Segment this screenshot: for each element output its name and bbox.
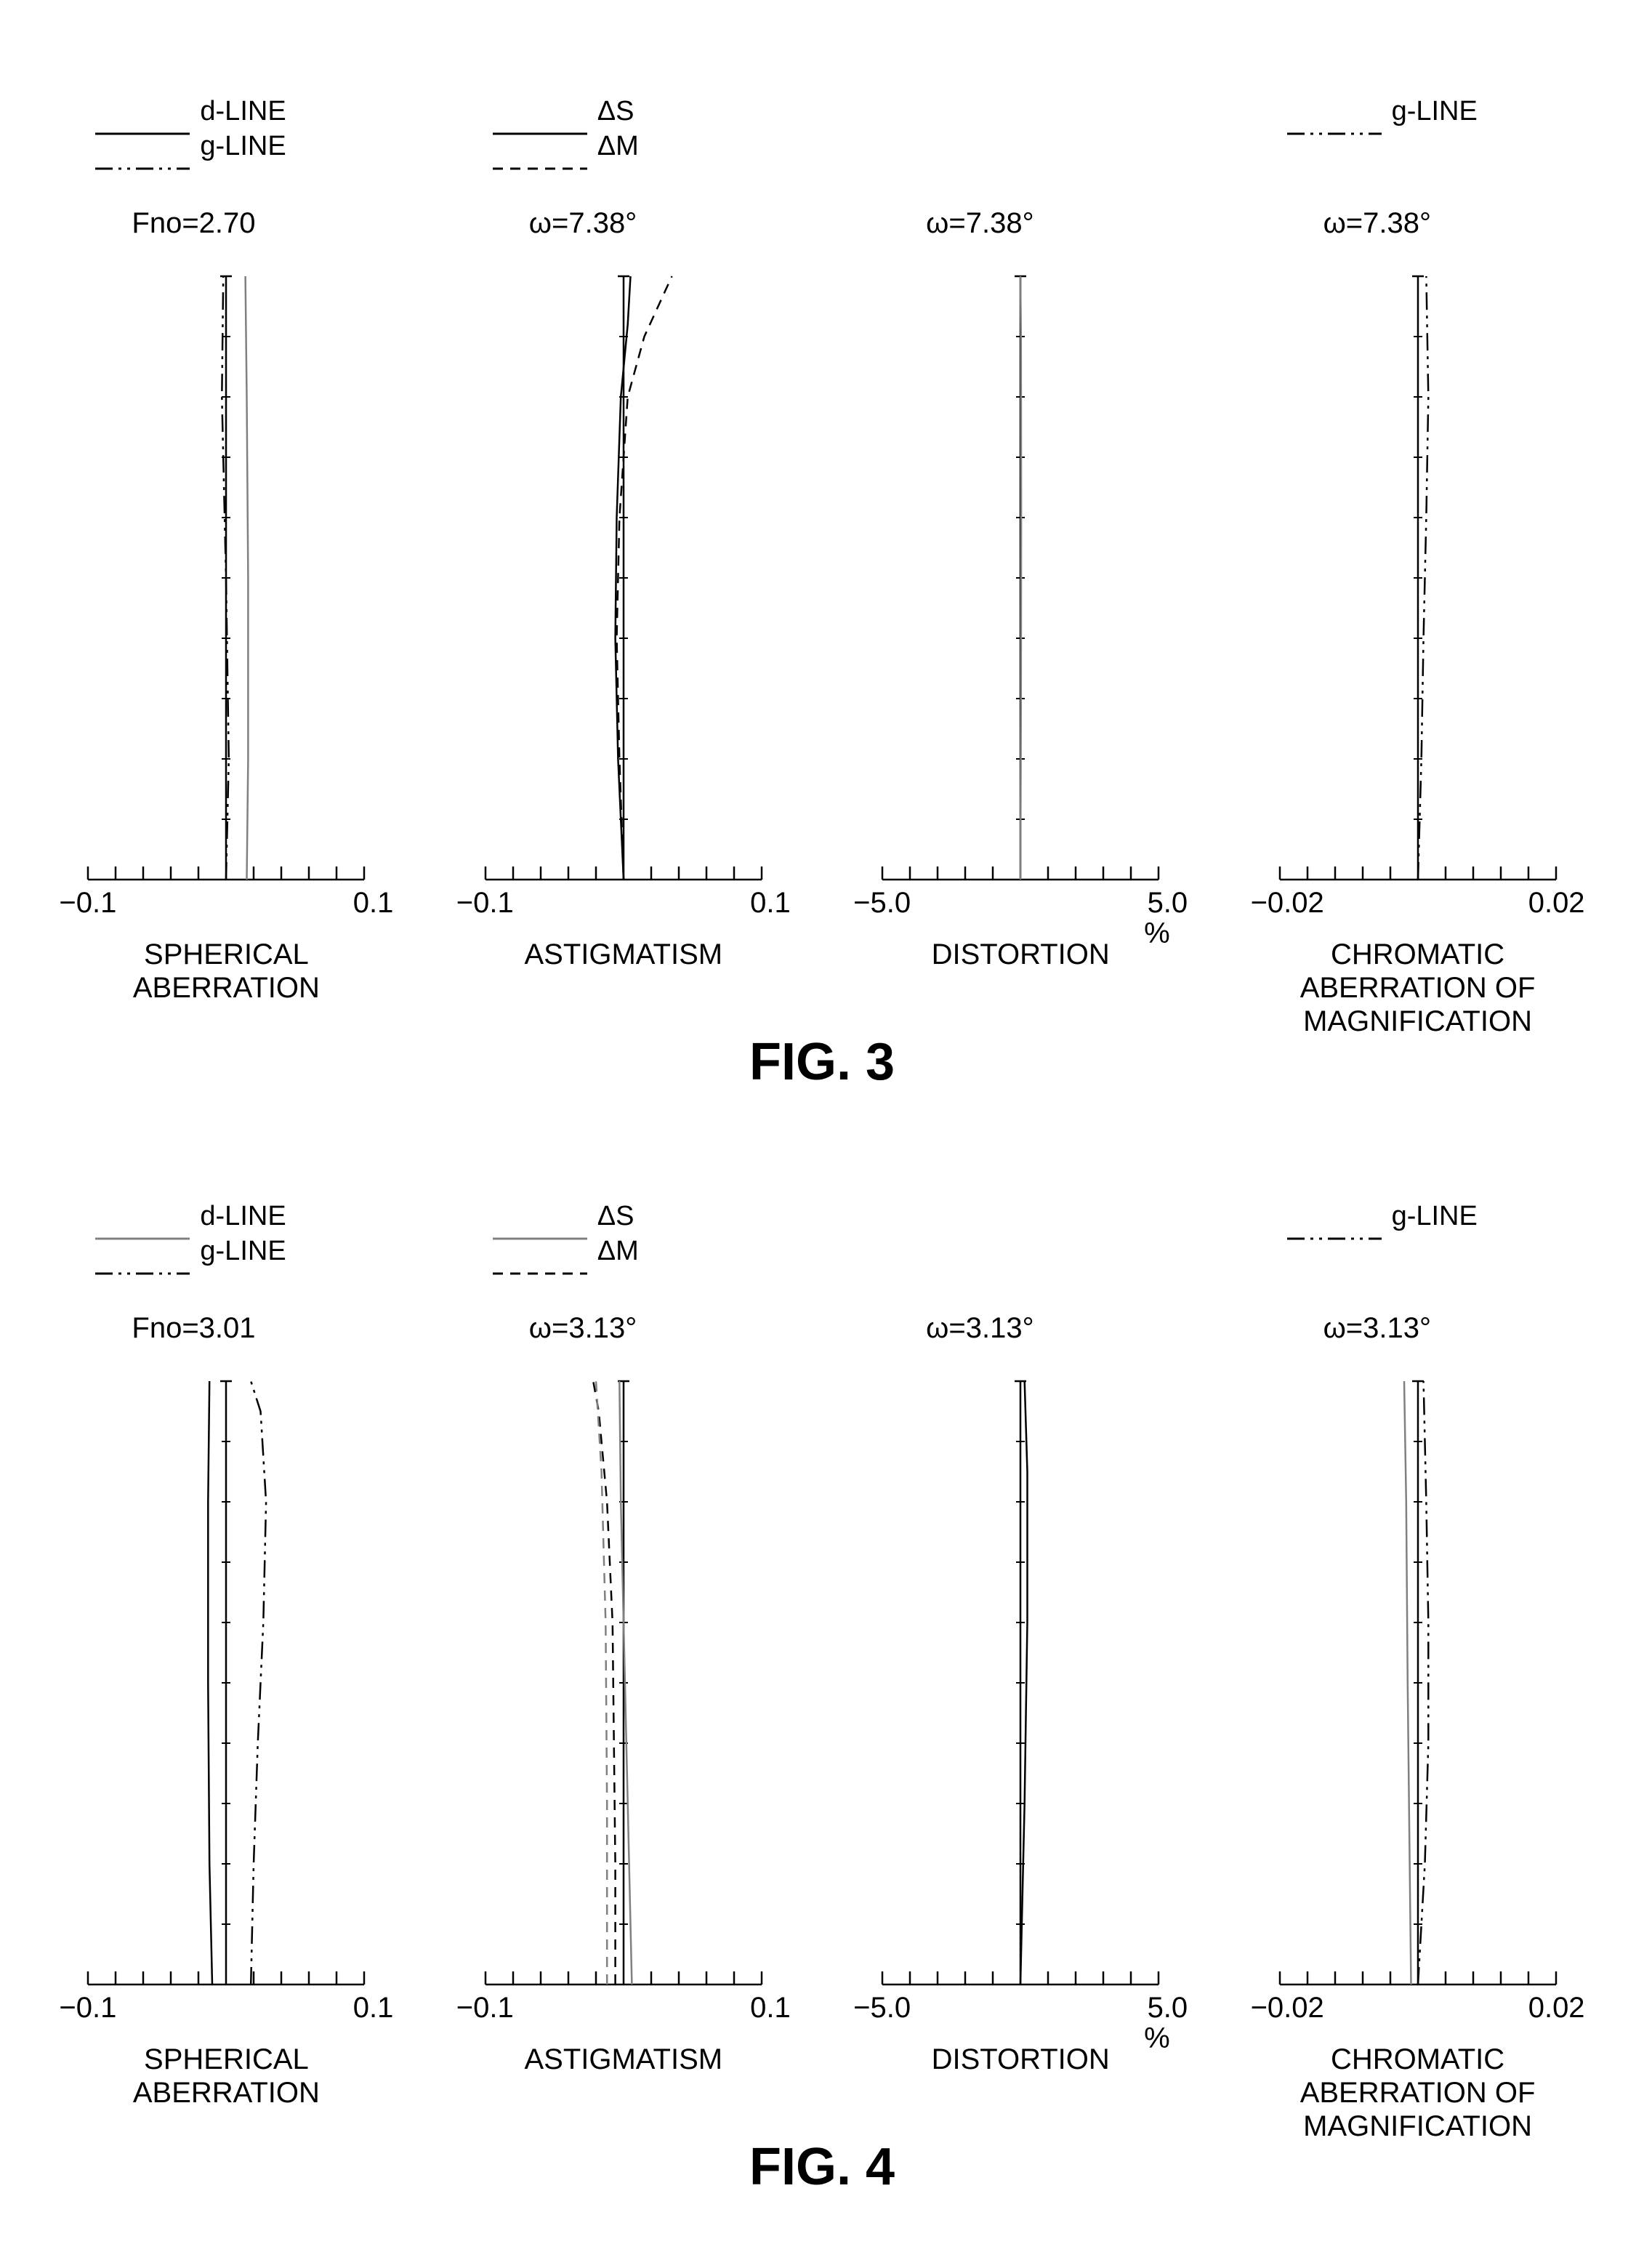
panel-param: ω=7.38° <box>1323 207 1431 240</box>
panel-title: ASTIGMATISM <box>453 2043 794 2076</box>
aberration-panel: g-LINE ω=7.38° −0.02 0.02 CHROMATIC ABER… <box>1247 94 1589 1054</box>
figure-caption: FIG. 4 <box>0 2137 1644 2197</box>
legend-label: d-LINE <box>200 1199 286 1234</box>
aberration-plot <box>1280 1381 1556 1988</box>
x-axis-labels: −0.1 0.1 <box>59 887 393 920</box>
legend-swatch <box>95 110 190 113</box>
x-max-label: 0.1 <box>750 1992 791 2024</box>
legend-label: ΔM <box>597 129 639 164</box>
x-min-label: −0.1 <box>59 887 116 920</box>
legend-label: ΔM <box>597 1234 639 1269</box>
aberration-panel: ΔS ΔM ω=3.13° −0.1 0.1 ASTIGMATISM <box>453 1199 794 2159</box>
aberration-plot <box>485 276 762 883</box>
legend-swatch <box>493 145 587 148</box>
x-max-label: 0.1 <box>750 887 791 920</box>
legend-label: ΔS <box>597 94 634 129</box>
panel-param: ω=3.13° <box>529 1312 637 1345</box>
legend: d-LINE g-LINE <box>95 1199 286 1268</box>
legend-swatch <box>95 145 190 148</box>
figure-row: d-LINE g-LINE Fno=2.70 −0.1 0.1 SPHERICA… <box>0 94 1644 1054</box>
legend-label: g-LINE <box>200 1234 286 1269</box>
legend-swatch <box>493 110 587 113</box>
panel-title: CHROMATIC ABERRATION OF MAGNIFICATION <box>1247 938 1589 1038</box>
figure-row: d-LINE g-LINE Fno=3.01 −0.1 0.1 SPHERICA… <box>0 1199 1644 2159</box>
x-min-label: −5.0 <box>853 887 911 920</box>
x-axis-labels: −0.1 0.1 <box>456 887 791 920</box>
legend-swatch <box>95 1250 190 1252</box>
aberration-plot <box>88 1381 364 1988</box>
panel-param: Fno=2.70 <box>132 207 255 240</box>
legend-item: d-LINE <box>95 1199 286 1234</box>
legend-swatch <box>95 1215 190 1218</box>
legend-label: g-LINE <box>200 129 286 164</box>
aberration-panel: d-LINE g-LINE Fno=3.01 −0.1 0.1 SPHERICA… <box>55 1199 397 2159</box>
legend: g-LINE <box>1287 1199 1478 1234</box>
legend-swatch <box>1287 1215 1382 1218</box>
aberration-plot <box>882 276 1159 883</box>
legend: ΔS ΔM <box>493 94 639 164</box>
legend-item: g-LINE <box>1287 1199 1478 1234</box>
aberration-panel: g-LINE ω=3.13° −0.02 0.02 CHROMATIC ABER… <box>1247 1199 1589 2159</box>
legend-label: g-LINE <box>1392 1199 1478 1234</box>
aberration-plot <box>485 1381 762 1988</box>
aberration-plot <box>1280 276 1556 883</box>
x-axis-labels: −0.02 0.02 <box>1251 1992 1585 2024</box>
x-min-label: −0.02 <box>1251 1992 1324 2024</box>
figure-caption: FIG. 3 <box>0 1032 1644 1092</box>
legend-item: g-LINE <box>1287 94 1478 129</box>
panel-param: ω=7.38° <box>926 207 1033 240</box>
panel-title: SPHERICAL ABERRATION <box>55 2043 397 2110</box>
legend-label: d-LINE <box>200 94 286 129</box>
legend-label: ΔS <box>597 1199 634 1234</box>
legend-label: g-LINE <box>1392 94 1478 129</box>
legend: g-LINE <box>1287 94 1478 129</box>
panel-title: ASTIGMATISM <box>453 938 794 971</box>
x-axis-labels: −0.1 0.1 <box>456 1992 791 2024</box>
legend-swatch <box>493 1215 587 1218</box>
x-min-label: −0.02 <box>1251 887 1324 920</box>
x-max-label: 0.1 <box>353 1992 394 2024</box>
legend-swatch <box>493 1250 587 1252</box>
x-max-label: 5.0 <box>1148 887 1188 920</box>
x-max-label: 0.1 <box>353 887 394 920</box>
x-min-label: −5.0 <box>853 1992 911 2024</box>
legend-item: ΔS <box>493 1199 639 1234</box>
x-min-label: −0.1 <box>59 1992 116 2024</box>
x-axis-labels: −0.1 0.1 <box>59 1992 393 2024</box>
legend: ΔS ΔM <box>493 1199 639 1268</box>
x-max-label: 0.02 <box>1528 1992 1585 2024</box>
aberration-plot <box>882 1381 1159 1988</box>
legend-item: d-LINE <box>95 94 286 129</box>
legend-swatch <box>1287 110 1382 113</box>
aberration-panel: ω=7.38° −5.0 5.0 % DISTORTION <box>850 94 1191 1054</box>
panel-title: SPHERICAL ABERRATION <box>55 938 397 1005</box>
legend: d-LINE g-LINE <box>95 94 286 164</box>
x-axis-labels: −5.0 5.0 <box>853 887 1188 920</box>
x-axis-labels: −0.02 0.02 <box>1251 887 1585 920</box>
panel-param: ω=7.38° <box>529 207 637 240</box>
panel-title: DISTORTION <box>850 2043 1191 2076</box>
aberration-plot <box>88 276 364 883</box>
panel-param: ω=3.13° <box>1323 1312 1431 1345</box>
panel-title: DISTORTION <box>850 938 1191 971</box>
x-min-label: −0.1 <box>456 1992 514 2024</box>
x-max-label: 5.0 <box>1148 1992 1188 2024</box>
aberration-panel: ΔS ΔM ω=7.38° −0.1 0.1 ASTIGMATISM <box>453 94 794 1054</box>
panel-param: Fno=3.01 <box>132 1312 255 1345</box>
aberration-panel: ω=3.13° −5.0 5.0 % DISTORTION <box>850 1199 1191 2159</box>
x-max-label: 0.02 <box>1528 887 1585 920</box>
panel-param: ω=3.13° <box>926 1312 1033 1345</box>
aberration-panel: d-LINE g-LINE Fno=2.70 −0.1 0.1 SPHERICA… <box>55 94 397 1054</box>
legend-item: ΔS <box>493 94 639 129</box>
panel-title: CHROMATIC ABERRATION OF MAGNIFICATION <box>1247 2043 1589 2143</box>
x-axis-labels: −5.0 5.0 <box>853 1992 1188 2024</box>
x-min-label: −0.1 <box>456 887 514 920</box>
